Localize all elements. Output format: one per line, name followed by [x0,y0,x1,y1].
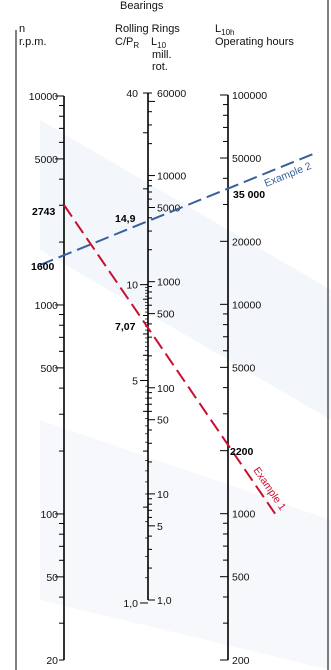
l10-tick-label: 10 [157,489,169,501]
cp-tick-label: 1,0 [123,598,138,610]
n-tick-label: 50 [46,572,58,584]
l10h-tick-label: 200 [232,655,250,667]
n-tick-label: 100 [40,509,58,521]
cp-tick-label: 40 [126,88,138,100]
header-rpm: r.p.m. [19,36,47,48]
example-1-l10h-value: 2200 [230,446,254,458]
example-2-l10h-value: 35 000 [233,189,265,201]
l10-tick-label: 100 [157,383,175,395]
l10h-tick-label: 10000 [232,299,261,311]
scale-n-rpm: 10000 5000 1000 500 100 50 20 [29,91,65,667]
l10-tick-label: 1000 [157,277,181,289]
scale-cp: 40 10 5 1,0 [123,88,148,610]
header-l10: L10 [151,36,167,50]
example-1-line [63,204,279,519]
l10h-tick-label: 500 [232,572,250,584]
l10h-tick-label: 1000 [232,509,256,521]
n-tick-label: 1000 [35,300,59,312]
background-shading-lower [40,420,331,670]
n-tick-label: 10000 [29,91,58,103]
n-tick-label: 500 [40,363,58,375]
header-rot: rot. [152,61,168,73]
example-2-line [39,151,319,266]
header-l10h: L10h [215,23,234,37]
header-top-partial: Bearings [120,0,164,12]
l10h-tick-label: 100000 [232,90,267,102]
header-mill: mill. [152,49,172,61]
l10-tick-label: 60000 [157,88,186,100]
n-tick-label: 5000 [35,154,59,166]
header-operating-hours: Operating hours [215,36,294,48]
example-1-cp-value: 7,07 [115,321,136,333]
header-n: n [19,23,25,35]
header-rolling-rings: Rolling Rings [115,23,180,35]
example-2-n-value: 1600 [31,261,55,273]
l10-tick-label: 1,0 [157,595,172,607]
l10-tick-label: 500 [157,309,175,321]
l10-tick-label: 10000 [157,171,186,183]
l10h-tick-label: 50000 [232,153,261,165]
example-2-cp-value: 14,9 [115,213,136,225]
scale-l10: 60000 10000 5000 1000 500 100 50 10 5 1,0 [147,88,186,607]
l10-tick-label: 5 [157,521,163,533]
l10-tick-label: 5000 [157,203,181,215]
cp-tick-label: 10 [126,280,138,292]
header-cp: C/PR [115,36,139,50]
n-tick-label: 20 [46,655,58,667]
cp-tick-label: 5 [132,375,138,387]
l10h-tick-label: 20000 [232,236,261,248]
background-shading [40,120,331,420]
l10-tick-label: 50 [157,415,169,427]
l10h-tick-label: 5000 [232,362,256,374]
example-1-n-value: 2743 [32,206,56,218]
